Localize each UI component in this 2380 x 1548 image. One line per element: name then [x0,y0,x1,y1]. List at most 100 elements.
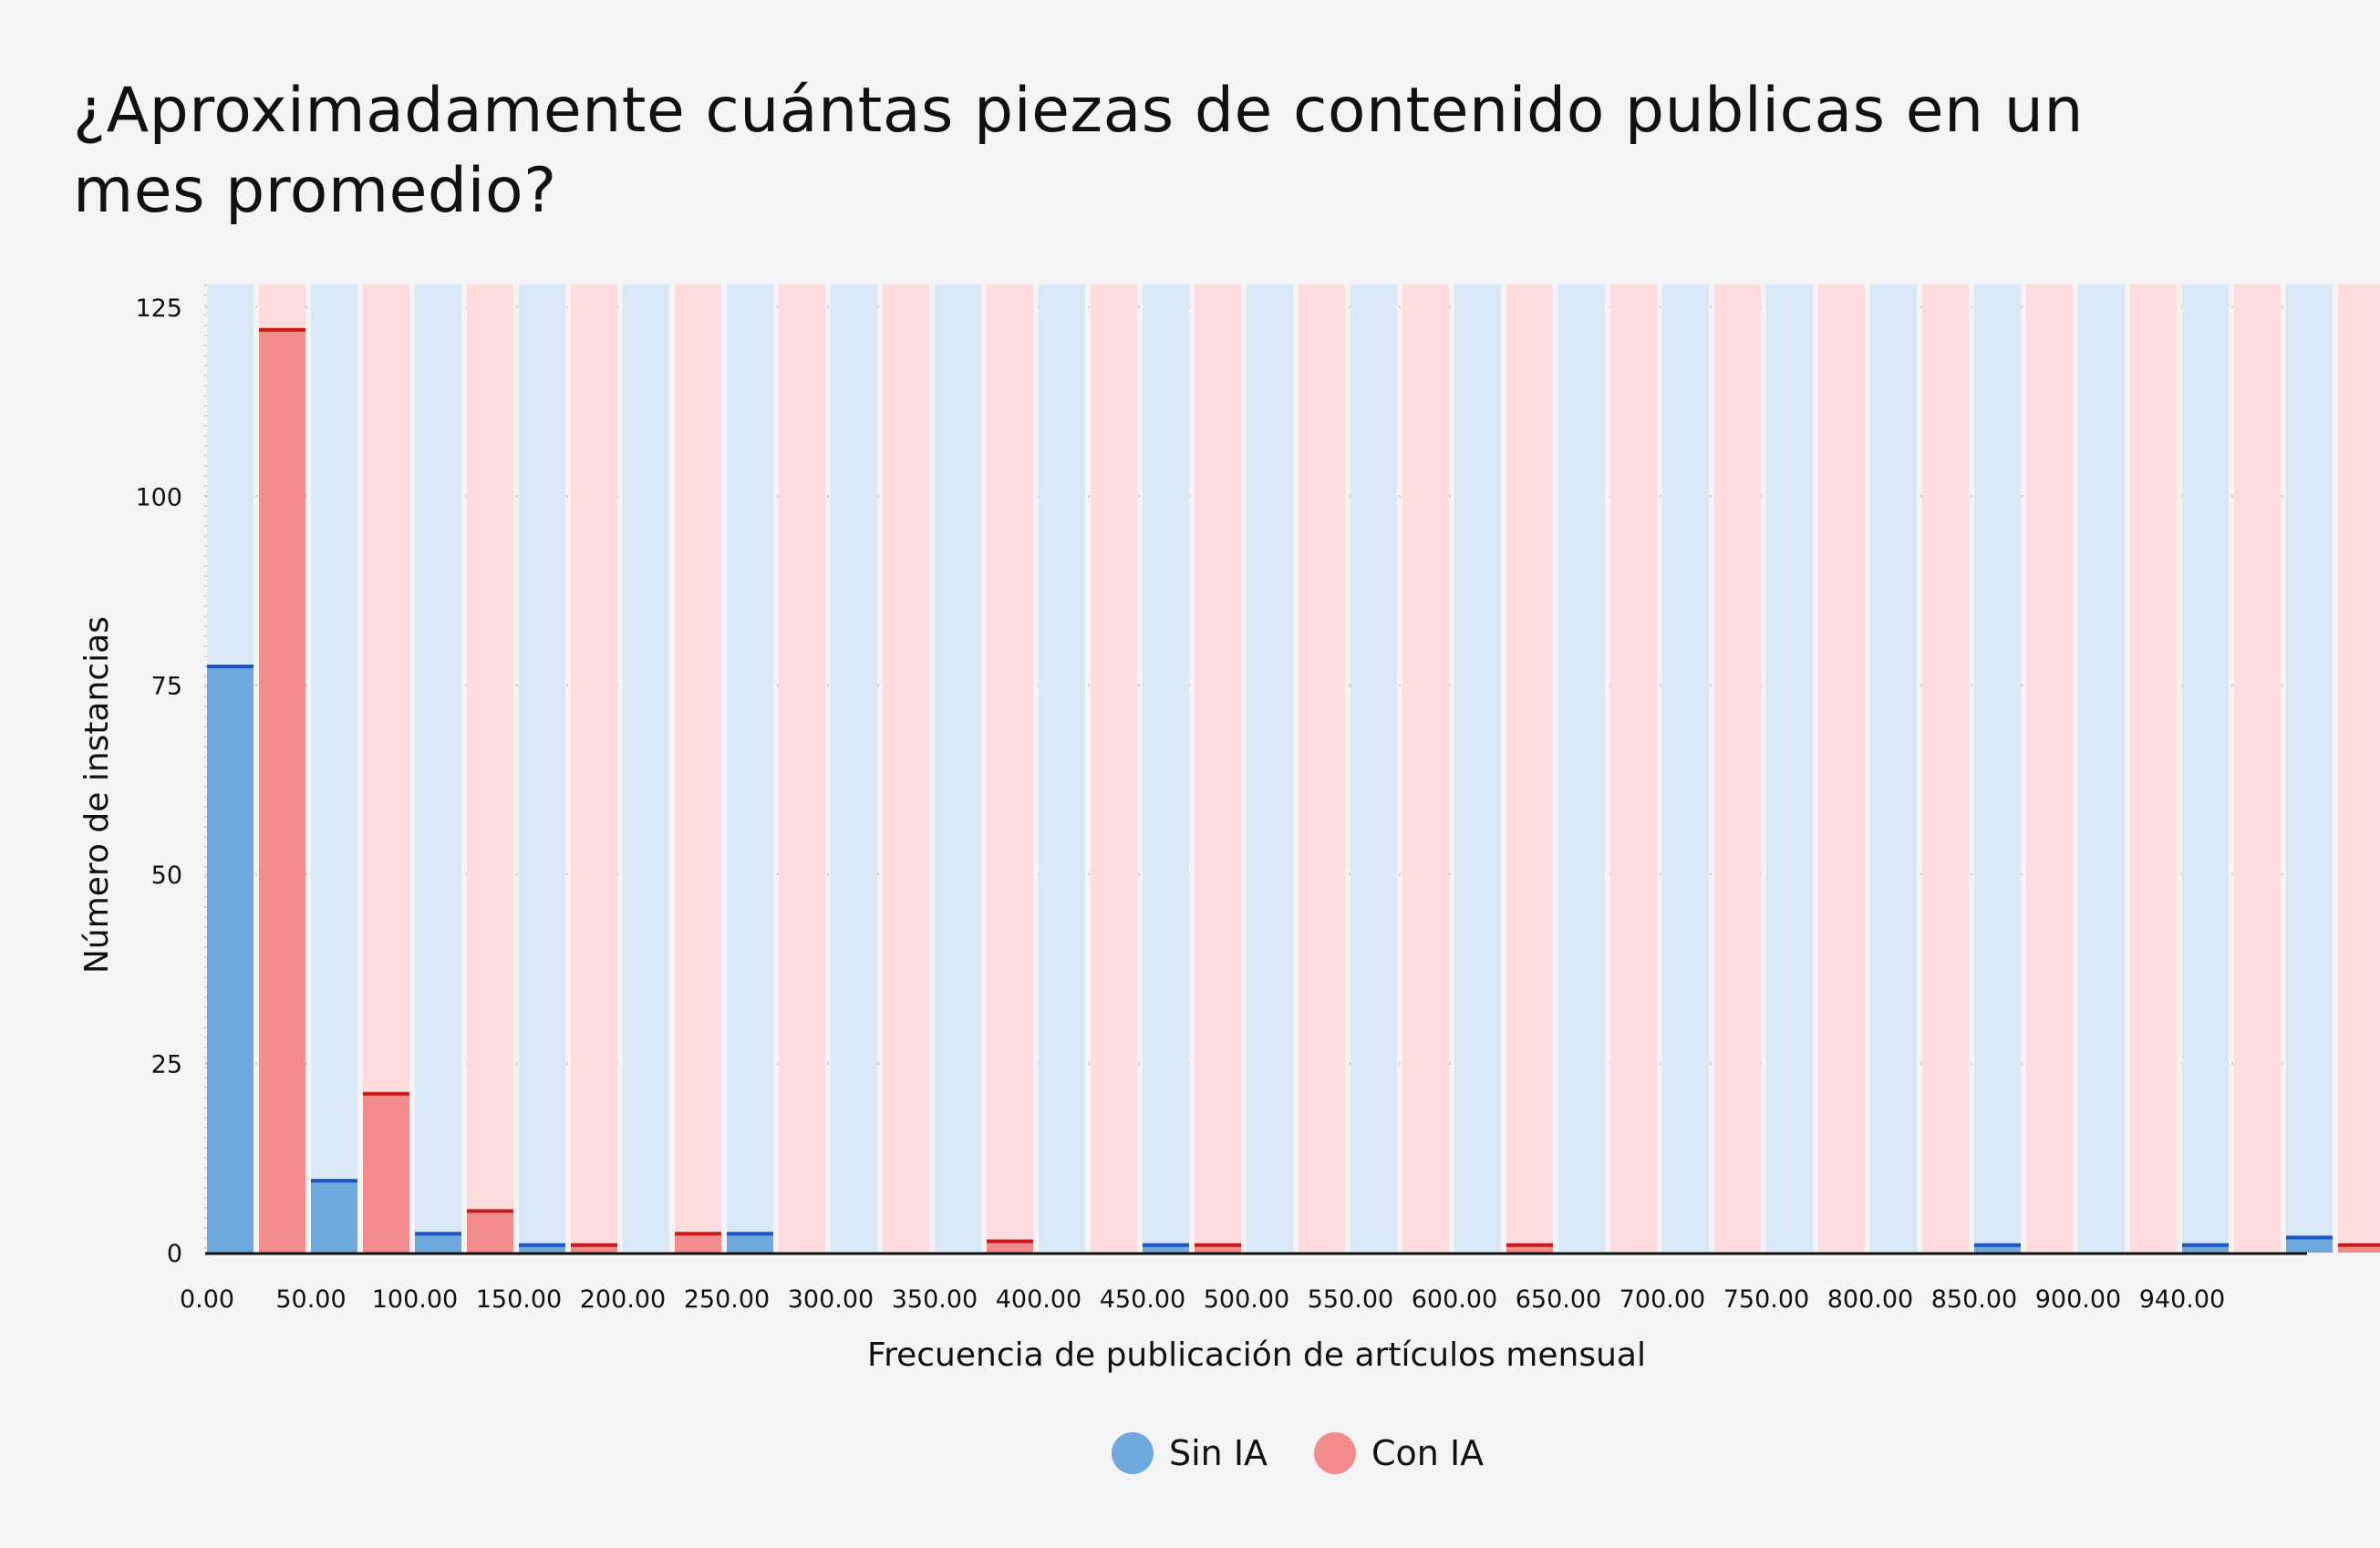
bar-top-line [363,1091,409,1096]
bar-top-line [2338,1243,2380,1247]
bar-background [1766,284,1813,1253]
x-tick-label: 300.00 [788,1285,874,1314]
x-tick-label: 940.00 [2139,1285,2225,1314]
bar-background [1506,284,1553,1253]
bar-top-line [259,327,305,332]
bar-background [727,284,773,1253]
x-tick-label: 650.00 [1516,1285,1601,1314]
bar-background [1195,284,1241,1253]
bar-background [2286,284,2333,1253]
x-tick-label: 150.00 [476,1285,562,1314]
y-axis-title: Número de instancias [78,616,116,974]
bar [675,1233,721,1253]
bar-background [2026,284,2073,1253]
bar [415,1233,461,1253]
bar-top-line [415,1232,461,1236]
bar-top-line [2182,1243,2229,1247]
bar-background [1818,284,1865,1253]
x-tick-label: 850.00 [1931,1285,2017,1314]
bar-background [363,284,409,1253]
bar-background [1610,284,1657,1253]
bar-background [2234,284,2281,1253]
bar-background [1299,284,1345,1253]
bar-top-line [311,1179,357,1183]
bar-background [883,284,929,1253]
bar-top-line [987,1239,1033,1244]
bar-background [1922,284,1969,1253]
bar-background [1662,284,1709,1253]
bar-background [415,284,461,1253]
x-tick-label: 800.00 [1827,1285,1913,1314]
bar-background [675,284,721,1253]
legend-label: Sin IA [1169,1433,1268,1473]
x-tick-label: 50.00 [275,1285,346,1314]
x-tick-label: 750.00 [1723,1285,1809,1314]
bar-top-line [1506,1243,1553,1247]
bar-background [2338,284,2380,1253]
bar [467,1211,513,1253]
bar-top-line [675,1232,721,1236]
bar [1974,1244,2021,1253]
chart-title: ¿Aproximadamente cuántas piezas de conte… [73,75,2084,227]
bar-top-line [571,1243,617,1247]
y-tick-label: 50 [151,862,182,890]
bar-top-line [1195,1243,1241,1247]
bar-background [2078,284,2125,1253]
bar-background [1714,284,1761,1253]
bar [571,1244,617,1253]
bar-background [571,284,617,1253]
x-tick-label: 200.00 [580,1285,666,1314]
bar [2338,1244,2380,1253]
bar-top-line [2286,1235,2333,1240]
bar-background [1143,284,1189,1253]
bar [1506,1244,1553,1253]
y-tick-label: 75 [151,673,182,701]
bar-background [2182,284,2229,1253]
x-tick-label: 450.00 [1100,1285,1185,1314]
x-tick-label: 550.00 [1308,1285,1393,1314]
bar-background [779,284,825,1253]
bar-background [519,284,565,1253]
bar-background [2130,284,2177,1253]
bar [207,666,254,1253]
bar-background [623,284,669,1253]
bar-background [1454,284,1501,1253]
legend-label: Con IA [1371,1433,1484,1473]
bar [2286,1237,2333,1253]
y-tick-label: 0 [167,1240,182,1268]
bar-background [1039,284,1085,1253]
bar-background [1870,284,1917,1253]
bar-top-line [727,1232,773,1236]
legend-marker [1112,1432,1154,1474]
x-tick-label: 900.00 [2035,1285,2121,1314]
bar-background [311,284,357,1253]
legend-marker [1314,1432,1356,1474]
x-tick-label: 0.00 [180,1285,234,1314]
bar [1195,1244,1241,1253]
bar-background [467,284,513,1253]
bar-background [987,284,1033,1253]
x-tick-label: 700.00 [1619,1285,1705,1314]
bar-top-line [207,664,254,668]
y-tick-label: 100 [135,483,182,511]
bar [727,1233,773,1253]
bar [987,1241,1033,1253]
x-tick-label: 600.00 [1412,1285,1497,1314]
bar-background [1974,284,2021,1253]
x-axis-title: Frecuencia de publicación de artículos m… [867,1336,1646,1374]
bar-background [935,284,981,1253]
bar-background [831,284,877,1253]
bar-background [1402,284,1449,1253]
x-tick-label: 400.00 [996,1285,1081,1314]
bar [2182,1244,2229,1253]
bar [311,1181,357,1253]
x-tick-label: 350.00 [892,1285,978,1314]
bar-background [1558,284,1605,1253]
bar [1143,1244,1189,1253]
bar-top-line [1143,1243,1189,1247]
bar-background [1091,284,1137,1253]
bar-top-line [467,1209,513,1213]
bar [519,1244,565,1253]
